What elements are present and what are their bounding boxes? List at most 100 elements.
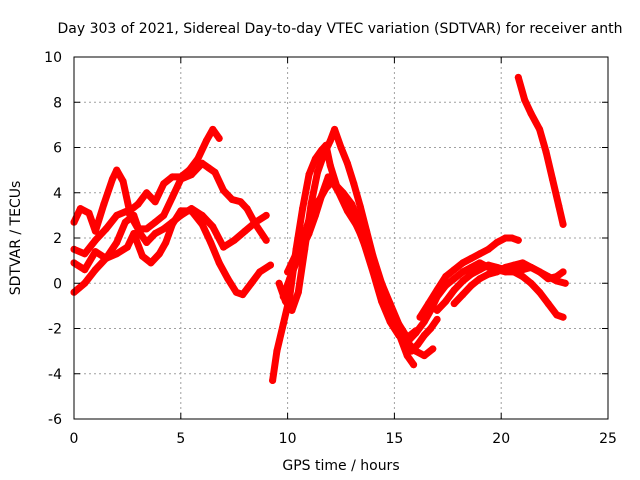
y-tick-label: 6 [53, 141, 62, 157]
data-point [113, 250, 121, 258]
data-point [350, 180, 358, 188]
data-point [378, 279, 386, 287]
data-point [326, 137, 334, 145]
data-point [143, 189, 151, 197]
data-point [299, 205, 307, 213]
data-point [467, 270, 475, 278]
data-point [241, 227, 249, 235]
data-point [493, 268, 501, 276]
data-point [561, 279, 569, 287]
data-point [220, 187, 227, 194]
data-point [553, 311, 561, 319]
data-point [151, 218, 159, 226]
data-point [168, 173, 176, 181]
data-point [343, 207, 351, 215]
y-tick-label: 2 [53, 231, 62, 247]
data-point [151, 198, 159, 206]
data-point [160, 225, 168, 233]
y-tick-label: -4 [48, 367, 62, 383]
series-track-1 [70, 125, 223, 235]
data-point [476, 259, 484, 267]
data-point [262, 236, 270, 244]
data-point [395, 320, 403, 328]
data-point [81, 250, 89, 258]
data-point [420, 352, 428, 360]
data-point [269, 377, 277, 384]
data-point [403, 338, 411, 346]
data-point [228, 196, 236, 203]
y-tick-label: -2 [48, 322, 62, 338]
data-point [279, 320, 287, 328]
data-point [324, 173, 332, 181]
data-point [91, 248, 99, 256]
data-point [410, 361, 418, 369]
data-point [91, 227, 99, 235]
x-tick-label: 10 [279, 431, 297, 447]
data-point [521, 96, 529, 104]
data-point [286, 275, 294, 283]
data-point [262, 211, 270, 219]
data-point [113, 239, 121, 246]
data-point [519, 259, 527, 267]
data-point [425, 300, 433, 308]
data-point [284, 268, 292, 276]
data-point [450, 266, 458, 274]
data-point [433, 315, 441, 323]
data-point [412, 329, 420, 337]
data-point [414, 340, 422, 348]
data-point [267, 261, 274, 269]
data-point [322, 184, 330, 192]
data-point [239, 291, 247, 299]
data-point [459, 268, 467, 276]
data-point [273, 347, 281, 355]
data-point [119, 177, 127, 185]
data-point [467, 282, 475, 289]
data-point [91, 236, 99, 244]
x-tick-label: 0 [70, 431, 79, 447]
data-point [386, 300, 394, 308]
data-point [476, 250, 484, 258]
data-point [378, 297, 386, 305]
data-point [476, 266, 484, 274]
data-point [361, 239, 368, 246]
y-tick-label: 8 [53, 95, 62, 111]
data-point [198, 159, 206, 167]
data-point [85, 209, 93, 217]
data-point [151, 230, 159, 237]
data-point [224, 275, 232, 283]
data-point [459, 291, 467, 299]
data-point [320, 150, 328, 158]
data-point [553, 277, 561, 285]
data-point [442, 273, 450, 280]
series-track-2 [70, 159, 270, 258]
data-point [510, 261, 518, 269]
data-point [484, 261, 492, 269]
data-point [363, 227, 371, 235]
data-point [134, 200, 142, 208]
data-point [536, 268, 544, 276]
data-point [450, 286, 458, 294]
data-point [559, 220, 567, 228]
data-point [162, 239, 170, 246]
data-point [519, 266, 527, 274]
data-point [211, 168, 219, 176]
data-point [123, 243, 131, 251]
data-point [450, 300, 458, 308]
data-point [160, 211, 168, 219]
data-point [484, 270, 492, 278]
data-point [420, 331, 428, 339]
data-point [243, 205, 251, 213]
data-point [544, 273, 552, 280]
data-point [549, 175, 556, 183]
data-point [484, 245, 492, 253]
data-point [138, 252, 146, 260]
data-point [559, 268, 567, 276]
data-point [81, 279, 89, 287]
data-point [294, 288, 302, 296]
data-point [433, 286, 441, 294]
data-point [514, 236, 522, 244]
data-point [403, 352, 411, 360]
data-point [316, 196, 324, 203]
data-point [450, 275, 458, 283]
